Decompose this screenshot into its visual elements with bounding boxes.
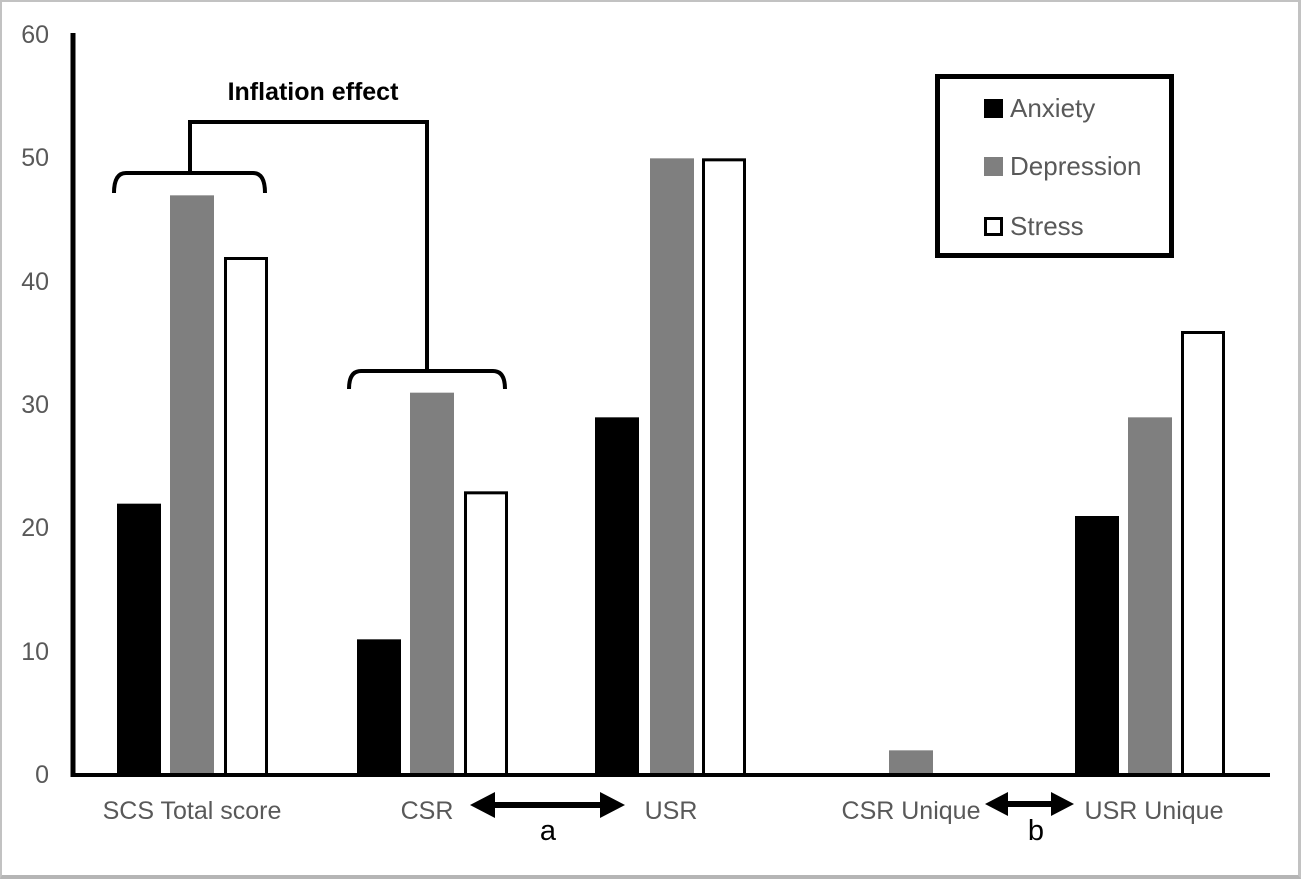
bar-anxiety-csr [357, 639, 401, 775]
bar-anxiety-scs-total-score [117, 503, 161, 775]
arrow-b-label: b [1027, 815, 1045, 847]
y-tick-label-20: 20 [21, 514, 49, 543]
bar-depression-csr [410, 392, 454, 775]
inflation-effect-label: Inflation effect [227, 78, 399, 106]
bar-stress-usr [702, 158, 746, 777]
bracket-scs-group [112, 171, 267, 194]
legend-label: Anxiety [1010, 92, 1096, 123]
y-tick-label-10: 10 [21, 637, 49, 666]
bar-stress-csr [464, 491, 508, 777]
bar-depression-usr [650, 158, 694, 776]
inflation-brackets [112, 120, 507, 390]
bracket-top-connector [188, 120, 429, 369]
anxiety-swatch-icon [984, 98, 1003, 118]
stress-swatch-icon [984, 216, 1003, 236]
y-tick-label-60: 60 [21, 21, 49, 49]
x-category-label-usr: USR [644, 797, 698, 825]
legend: Anxiety Depression Stress [935, 74, 1174, 258]
bar-depression-usr-unique [1128, 417, 1172, 775]
arrow-a [470, 792, 625, 818]
legend-item-depression: Depression [984, 151, 1142, 181]
x-category-label-csr: CSR [400, 797, 454, 825]
x-category-label-usr-unique: USR Unique [1084, 797, 1224, 825]
bar-depression-scs-total-score [170, 195, 214, 776]
legend-label: Stress [1010, 210, 1084, 241]
legend-item-stress: Stress [984, 211, 1084, 241]
x-category-label-scs-total-score: SCS Total score [102, 797, 282, 825]
arrow-a-label: a [539, 815, 557, 847]
arrow-b [985, 792, 1074, 816]
legend-item-anxiety: Anxiety [984, 93, 1095, 123]
bracket-csr-group [347, 369, 507, 390]
y-tick-label-0: 0 [35, 761, 49, 789]
bar-anxiety-usr-unique [1075, 516, 1119, 775]
bar-anxiety-usr [595, 417, 639, 775]
y-tick-label-40: 40 [21, 267, 49, 296]
bar-stress-usr-unique [1181, 331, 1225, 777]
bars-group [117, 158, 1225, 777]
y-tick-label-50: 50 [21, 144, 49, 173]
y-tick-label-30: 30 [21, 391, 49, 419]
bar-stress-scs-total-score [224, 257, 268, 777]
x-category-label-csr-unique: CSR Unique [841, 797, 981, 825]
depression-swatch-icon [984, 156, 1003, 176]
legend-label: Depression [1010, 150, 1142, 181]
bar-depression-csr-unique [889, 750, 933, 775]
